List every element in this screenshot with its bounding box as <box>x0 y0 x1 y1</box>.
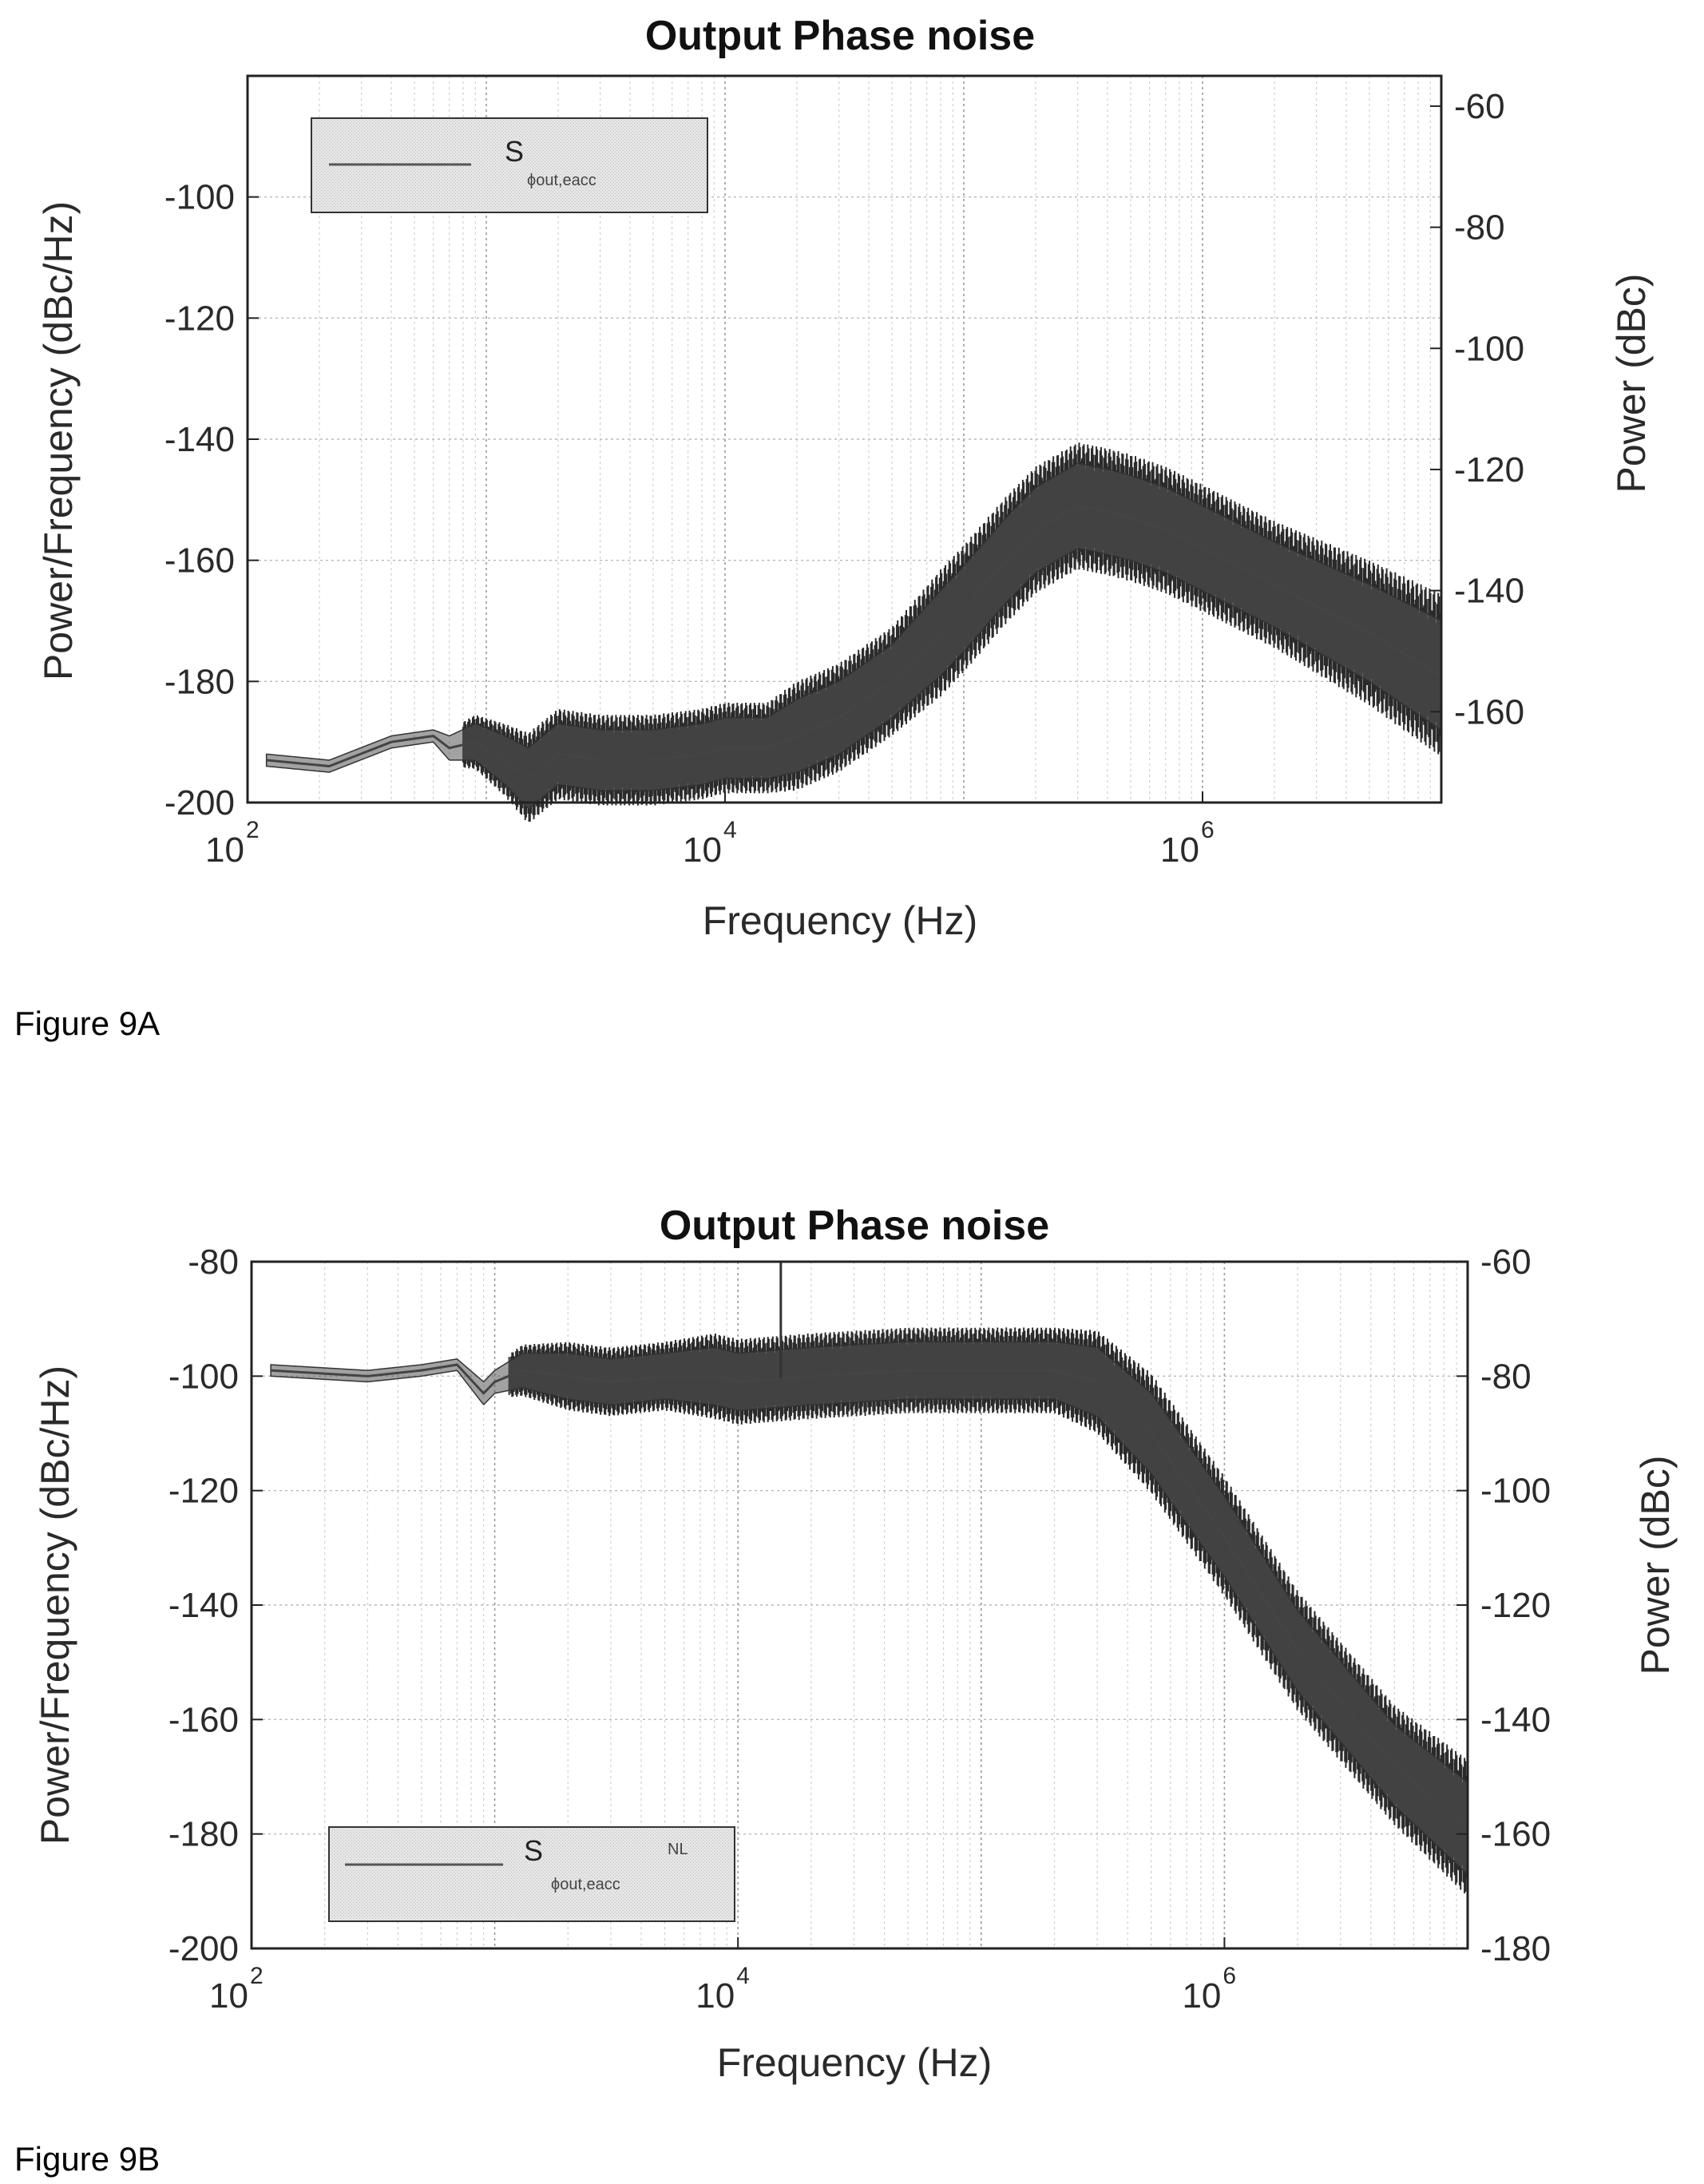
legend-box <box>328 1826 735 1922</box>
y2-tick-label: -140 <box>1480 1700 1551 1739</box>
figure-caption-b: Figure 9B <box>14 2140 160 2178</box>
legend-superscript: NL <box>668 1841 688 1858</box>
y2-tick-label: -100 <box>1454 329 1524 368</box>
y-axis-label: Power/Frequency (dBc/Hz) <box>36 201 81 680</box>
x-axis-label: Frequency (Hz) <box>717 2040 993 2085</box>
y2-ticks: -60 -80 -100 -120 -140 -160 -180 <box>1456 1243 1551 1968</box>
y2-tick-label: -120 <box>1480 1586 1551 1625</box>
legend-subscript: ϕout,eacc <box>551 1876 620 1893</box>
x-tick-label: 10 <box>695 1976 735 2016</box>
x-tick-label: 10 <box>683 830 722 870</box>
x-tick-exponent: 2 <box>250 1963 264 1989</box>
x-tick-exponent: 6 <box>1223 1963 1236 1989</box>
y-tick-label: -100 <box>164 178 235 217</box>
y-tick-label: -140 <box>164 420 235 459</box>
legend-subscript: ϕout,eacc <box>527 172 596 189</box>
chart-title: Output Phase noise <box>660 1203 1049 1249</box>
chart-b: Output Phase noise -80 -100 -120 -140 -160 -1… <box>33 1203 1678 2085</box>
y-axis-label: Power/Frequency (dBc/Hz) <box>33 1365 77 1845</box>
y2-tick-label: -80 <box>1454 208 1505 248</box>
y2-axis-label: Power (dBc) <box>1609 273 1654 493</box>
x-tick-label: 10 <box>205 830 244 870</box>
y-tick-label: -140 <box>168 1586 239 1625</box>
y2-tick-label: -100 <box>1480 1472 1551 1511</box>
y-tick-label: -180 <box>164 662 235 701</box>
series-line <box>266 504 1442 780</box>
y2-ticks: -60 -80 -100 -120 -140 -160 <box>1430 87 1524 731</box>
series-envelope <box>270 1341 1468 1876</box>
x-tick-exponent: 6 <box>1201 817 1215 843</box>
legend-symbol: S <box>524 1834 543 1867</box>
y-tick-label: -180 <box>168 1815 239 1854</box>
y2-tick-label: -60 <box>1480 1243 1532 1282</box>
x-tick-label: 10 <box>209 1976 248 2016</box>
x-tick-exponent: 4 <box>736 1963 750 1989</box>
y2-tick-label: -140 <box>1454 572 1524 611</box>
y-tick-label: -160 <box>168 1700 239 1739</box>
y2-tick-label: -160 <box>1480 1815 1551 1854</box>
legend-symbol: S <box>505 135 524 168</box>
y-tick-label: -120 <box>164 299 235 338</box>
chart-a: Output Phase noise -100-120-140-160-180-… <box>36 13 1654 943</box>
x-tick-label: 10 <box>1182 1976 1221 2016</box>
figure-caption-a: Figure 9A <box>14 1005 160 1042</box>
x-axis-label: Frequency (Hz) <box>703 898 978 943</box>
y2-tick-label: -120 <box>1454 450 1524 490</box>
series-line <box>271 1363 1468 1829</box>
y2-tick-label: -180 <box>1480 1929 1551 1968</box>
x-tick-exponent: 4 <box>723 817 737 843</box>
series-band <box>270 1262 1468 1893</box>
y-ticks: -80 -100 -120 -140 -160 -180 -200 <box>168 1243 263 1968</box>
y-tick-label: -200 <box>168 1929 239 1968</box>
y-ticks: -100 -120 -140 -160 -180 -200 <box>164 178 259 822</box>
legend: S ϕout,eacc <box>311 117 708 213</box>
y-tick-label: -80 <box>188 1243 239 1282</box>
y-tick-label: -160 <box>164 541 235 581</box>
y2-tick-label: -80 <box>1480 1357 1532 1396</box>
y2-tick-label: -160 <box>1454 692 1524 731</box>
y2-tick-label: -60 <box>1454 87 1505 126</box>
legend: S ϕout,eacc NL <box>328 1826 735 1922</box>
chart-title: Output Phase noise <box>645 13 1035 59</box>
y-tick-label: -120 <box>168 1472 239 1511</box>
y2-axis-label: Power (dBc) <box>1633 1455 1678 1675</box>
x-tick-exponent: 2 <box>246 817 260 843</box>
y-tick-label: -100 <box>168 1357 239 1396</box>
y-tick-label: -200 <box>164 783 235 822</box>
series-band <box>265 442 1442 822</box>
x-tick-label: 10 <box>1160 830 1199 870</box>
